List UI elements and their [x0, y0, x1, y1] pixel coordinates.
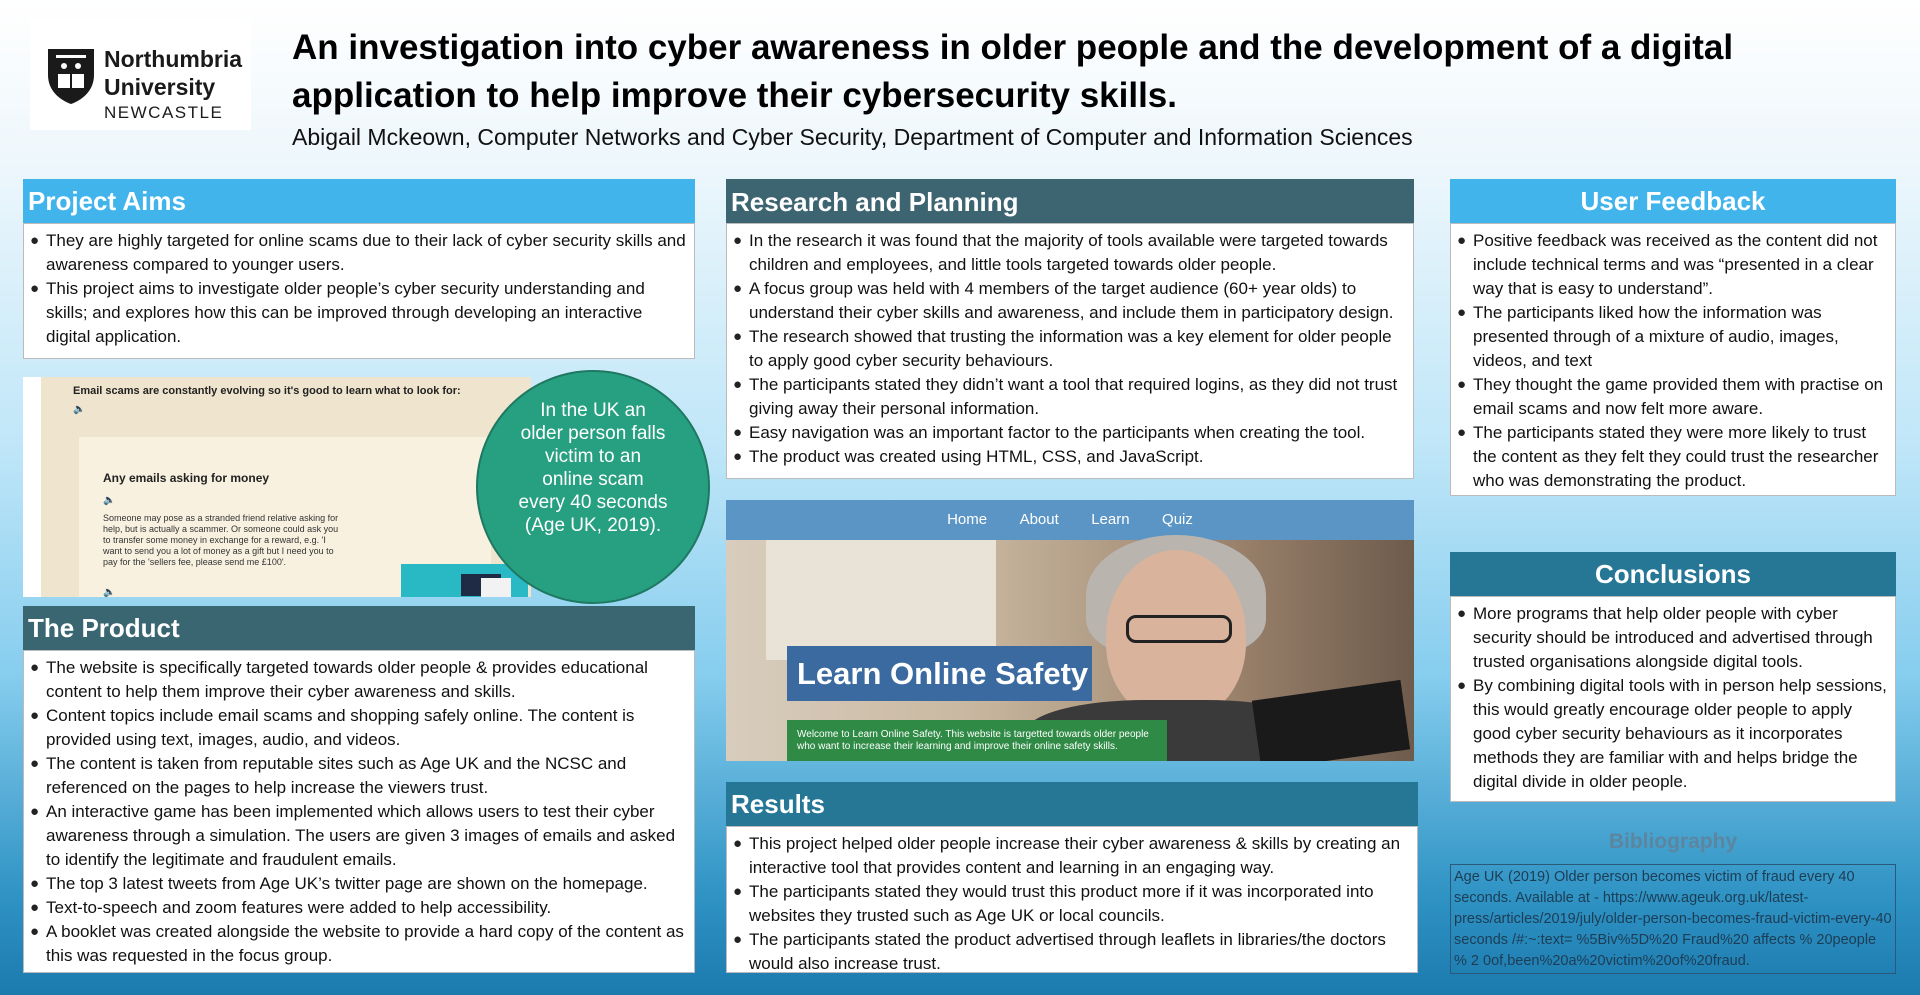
list-item: A booklet was created alongside the webs…	[30, 920, 686, 968]
university-logo: Northumbria University NEWCASTLE	[30, 18, 251, 130]
list-item: The website is specifically targeted tow…	[30, 656, 686, 704]
list-item: They are highly targeted for online scam…	[30, 229, 686, 277]
email-card: Any emails asking for money 🔈 Someone ma…	[79, 437, 528, 597]
nav-about[interactable]: About	[1019, 511, 1059, 528]
list-item: The research showed that trusting the in…	[733, 325, 1405, 373]
list-item: The participants stated the product adve…	[733, 928, 1409, 976]
hero-title: Learn Online Safety	[787, 646, 1092, 701]
list-item: A focus group was held with 4 members of…	[733, 277, 1405, 325]
list-item: More programs that help older people wit…	[1457, 602, 1887, 674]
project-aims-heading: Project Aims	[23, 179, 695, 223]
poster-subtitle: Abigail Mckeown, Computer Networks and C…	[292, 124, 1413, 150]
list-item: In the research it was found that the ma…	[733, 229, 1405, 277]
user-feedback-heading: User Feedback	[1450, 179, 1896, 223]
shield-crest-icon	[48, 49, 94, 104]
statistic-circle: In the UK an older person falls victim t…	[476, 370, 710, 604]
website-screenshot: Home About Learn Quiz Learn Online Safet…	[726, 500, 1414, 761]
email-screenshot-title: Email scams are constantly evolving so i…	[73, 385, 461, 397]
results-box: This project helped older people increas…	[726, 826, 1418, 973]
list-item: The top 3 latest tweets from Age UK’s tw…	[30, 872, 686, 896]
research-planning-box: In the research it was found that the ma…	[726, 223, 1414, 479]
conclusions-box: More programs that help older people wit…	[1450, 596, 1896, 802]
list-item: The product was created using HTML, CSS,…	[733, 445, 1405, 469]
hero-photo: Learn Online Safety Welcome to Learn Onl…	[726, 535, 1414, 761]
the-product-box: The website is specifically targeted tow…	[23, 650, 695, 973]
list-item: The participants stated they didn’t want…	[733, 373, 1405, 421]
research-planning-heading: Research and Planning	[726, 179, 1414, 225]
list-item: This project aims to investigate older p…	[30, 277, 686, 349]
nav-learn[interactable]: Learn	[1091, 511, 1130, 528]
list-item: Text-to-speech and zoom features were ad…	[30, 896, 686, 920]
speaker-icon: 🔈	[103, 495, 116, 506]
list-item: The participants liked how the informati…	[1457, 301, 1887, 373]
email-card-title: Any emails asking for money	[103, 471, 270, 485]
poster-title: An investigation into cyber awareness in…	[292, 28, 1734, 115]
list-item: This project helped older people increas…	[733, 832, 1409, 880]
list-item: Easy navigation was an important factor …	[733, 421, 1405, 445]
list-item: The content is taken from reputable site…	[30, 752, 686, 800]
list-item: They thought the game provided them with…	[1457, 373, 1887, 421]
bibliography-heading: Bibliography	[1608, 830, 1738, 853]
nav-home[interactable]: Home	[947, 511, 988, 528]
logo-line-3: NEWCASTLE	[104, 103, 224, 122]
email-card-text: Someone may pose as a stranded friend re…	[103, 513, 339, 567]
project-aims-box: They are highly targeted for online scam…	[23, 223, 695, 359]
logo-line-2: University	[104, 74, 216, 100]
speaker-icon: 🔈	[103, 587, 116, 597]
conclusions-heading: Conclusions	[1450, 552, 1896, 596]
the-product-heading: The Product	[23, 606, 695, 650]
list-item: Content topics include email scams and s…	[30, 704, 686, 752]
list-item: By combining digital tools with in perso…	[1457, 674, 1887, 794]
nav-quiz[interactable]: Quiz	[1162, 511, 1193, 528]
list-item: Positive feedback was received as the co…	[1457, 229, 1887, 301]
hero-welcome-text: Welcome to Learn Online Safety. This web…	[787, 720, 1167, 761]
list-item: An interactive game has been implemented…	[30, 800, 686, 872]
logo-line-1: Northumbria	[104, 46, 242, 72]
user-feedback-box: Positive feedback was received as the co…	[1450, 223, 1896, 496]
bibliography-text: Age UK (2019) Older person becomes victi…	[1450, 864, 1896, 974]
results-heading: Results	[726, 782, 1418, 826]
list-item: The participants stated they were more l…	[1457, 421, 1887, 493]
money-hand-illustration	[401, 564, 528, 597]
speaker-icon: 🔈	[73, 404, 86, 415]
list-item: The participants stated they would trust…	[733, 880, 1409, 928]
website-nav: Home About Learn Quiz	[726, 500, 1414, 540]
email-scam-screenshot: Email scams are constantly evolving so i…	[23, 377, 531, 597]
